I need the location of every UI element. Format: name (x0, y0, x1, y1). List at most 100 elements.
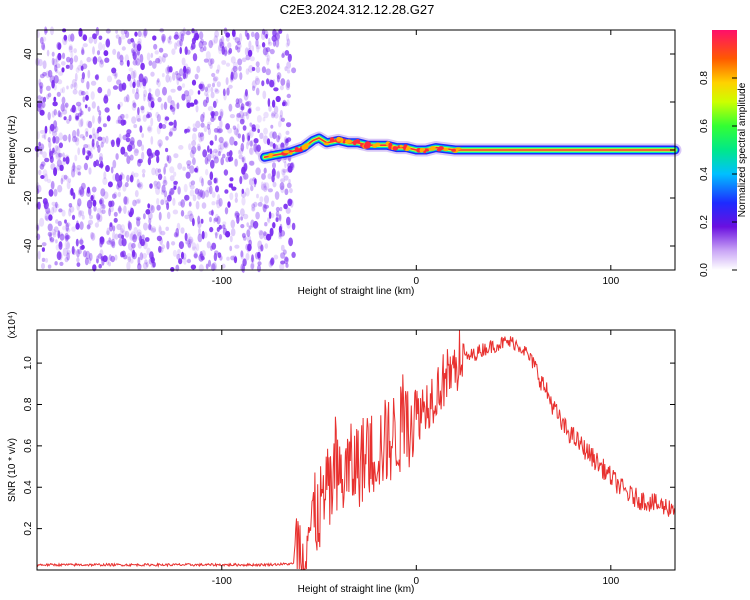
noise-blob (196, 143, 201, 151)
noise-blob (218, 115, 222, 122)
noise-blob (70, 50, 74, 59)
noise-blob (288, 237, 293, 247)
noise-blob (65, 235, 69, 241)
noise-blob (78, 89, 83, 96)
noise-blob (87, 144, 91, 150)
noise-blob (277, 135, 281, 141)
noise-blob (287, 198, 293, 207)
noise-blob (279, 85, 284, 91)
noise-blob (187, 210, 193, 217)
snr-x-tick-label: -100 (212, 576, 232, 587)
noise-blob (79, 134, 85, 139)
noise-blob (235, 128, 240, 138)
noise-blob (43, 132, 47, 140)
noise-blob (279, 206, 283, 212)
noise-blob (164, 163, 168, 168)
noise-blob (78, 210, 85, 216)
trace-hotspot (392, 146, 399, 151)
noise-blob (130, 140, 135, 145)
noise-blob (255, 61, 260, 67)
noise-blob (201, 230, 205, 240)
noise-blob (67, 34, 72, 42)
noise-blob (128, 67, 134, 72)
noise-blob (145, 261, 149, 268)
noise-blob (166, 211, 171, 220)
noise-blob (125, 133, 131, 138)
noise-blob (213, 217, 216, 224)
spectrogram-y-tick-label: 0 (23, 147, 34, 153)
noise-blob (103, 191, 109, 200)
noise-blob (291, 67, 297, 74)
noise-blob (251, 203, 256, 209)
noise-blob (213, 177, 217, 184)
noise-blob (256, 45, 260, 53)
noise-blob (266, 54, 271, 62)
figure-title: C2E3.2024.312.12.28.G27 (280, 2, 435, 17)
noise-blob (127, 242, 133, 251)
noise-blob (211, 72, 216, 78)
noise-blob (46, 210, 52, 215)
noise-blob (207, 83, 212, 88)
noise-blob (124, 196, 130, 205)
noise-blob (60, 177, 64, 185)
noise-blob (184, 63, 189, 72)
noise-blob (247, 135, 251, 141)
noise-blob (92, 33, 97, 40)
noise-blob (278, 225, 282, 234)
noise-blob (223, 27, 228, 35)
noise-blob (251, 45, 255, 52)
noise-blob (257, 251, 261, 259)
noise-blob (89, 252, 93, 261)
noise-blob (237, 214, 241, 222)
noise-blob (115, 29, 118, 34)
noise-blob (125, 30, 130, 38)
noise-blob (186, 66, 192, 75)
noise-blob (188, 236, 194, 245)
noise-blob (247, 235, 252, 243)
noise-blob (55, 69, 59, 74)
noise-blob (276, 170, 280, 179)
noise-blob (255, 87, 260, 96)
noise-blob (242, 112, 249, 117)
noise-blob (157, 96, 162, 103)
noise-blob (136, 218, 141, 227)
noise-blob (253, 143, 258, 153)
noise-blob (223, 49, 228, 57)
noise-blob (64, 240, 71, 250)
noise-blob (71, 78, 77, 88)
colorbar-label: Normalized spectral amplitude (737, 82, 748, 217)
noise-blob (44, 125, 48, 134)
noise-blob (267, 217, 271, 224)
noise-blob (156, 235, 162, 242)
noise-blob (71, 165, 77, 173)
noise-blob (158, 224, 162, 233)
noise-blob (175, 227, 179, 237)
noise-blob (98, 35, 103, 41)
noise-blob (262, 116, 266, 122)
noise-blob (44, 212, 49, 221)
noise-blob (214, 213, 219, 223)
noise-blob (264, 195, 269, 204)
noise-blob (263, 167, 267, 174)
noise-blob (223, 169, 229, 176)
noise-blob (170, 187, 175, 195)
noise-blob (132, 69, 137, 79)
noise-blob (161, 35, 165, 44)
noise-blob (221, 263, 226, 269)
noise-blob (37, 201, 41, 210)
noise-blob (143, 89, 148, 98)
noise-blob (235, 45, 238, 51)
noise-blob (119, 54, 124, 63)
noise-blob (51, 51, 55, 57)
noise-blob (72, 192, 76, 200)
noise-blob (87, 222, 92, 229)
noise-blob (164, 115, 168, 125)
noise-blob (244, 47, 249, 56)
snr-series-line (36, 329, 676, 570)
noise-blob (137, 159, 142, 167)
noise-blob (132, 100, 136, 106)
noise-blob (172, 209, 179, 215)
noise-blob (173, 119, 177, 129)
noise-blob (119, 60, 124, 66)
noise-blob (83, 144, 89, 149)
